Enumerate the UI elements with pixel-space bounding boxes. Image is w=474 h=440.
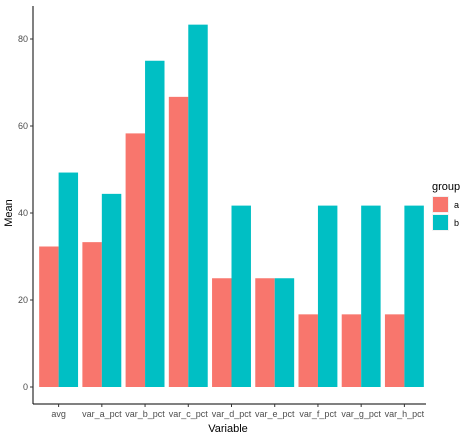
y-axis-title: Mean [3, 199, 15, 227]
bar-a-var_f_pct [298, 314, 318, 387]
legend-swatch-b [433, 215, 448, 230]
bar-b-var_a_pct [101, 193, 122, 387]
bar-a-var_d_pct [212, 278, 232, 387]
x-tick-label: var_d_pct [212, 409, 252, 419]
y-tick-label: 20 [18, 295, 28, 305]
legend-swatch-a [433, 197, 448, 212]
bar-a-avg [39, 246, 59, 387]
x-tick-label: var_e_pct [255, 409, 295, 419]
x-tick-label: var_b_pct [125, 409, 165, 419]
bar-a-var_b_pct [125, 133, 146, 387]
x-axis-title: Variable [208, 423, 248, 435]
y-tick-label: 40 [18, 208, 28, 218]
y-axis: 0 20 40 60 80 [18, 6, 34, 404]
bar-a-var_a_pct [82, 242, 102, 387]
bar-b-var_g_pct [361, 205, 381, 387]
x-tick-label: var_a_pct [82, 409, 122, 419]
legend-label-b: b [454, 218, 459, 228]
bar-b-avg [58, 172, 79, 387]
legend: group ab [432, 181, 460, 231]
x-tick-label: var_f_pct [299, 409, 337, 419]
bar-b-var_f_pct [317, 205, 338, 387]
x-tick-label: var_h_pct [385, 409, 425, 419]
bar-a-var_e_pct [255, 278, 275, 387]
x-tick-label: var_c_pct [169, 409, 209, 419]
legend-title: group [432, 181, 460, 193]
bar-b-var_h_pct [404, 205, 424, 387]
bars-layer [39, 24, 424, 388]
x-tick-label: avg [51, 409, 66, 419]
legend-label-a: a [454, 200, 459, 210]
x-tick-label: var_g_pct [341, 409, 381, 419]
x-axis: avg var_a_pct var_b_pct var_c_pct var_d_pct v… [33, 403, 426, 419]
y-tick-label: 80 [18, 34, 28, 44]
bar-a-var_c_pct [168, 96, 189, 387]
bar-b-var_e_pct [274, 278, 295, 387]
bar-b-var_c_pct [188, 24, 208, 388]
y-tick-label: 0 [23, 382, 28, 392]
bar-b-var_b_pct [145, 60, 165, 387]
bar-b-var_d_pct [231, 205, 251, 387]
y-tick-label: 60 [18, 121, 28, 131]
bar-a-var_g_pct [341, 314, 362, 387]
bar-a-var_h_pct [384, 314, 405, 387]
